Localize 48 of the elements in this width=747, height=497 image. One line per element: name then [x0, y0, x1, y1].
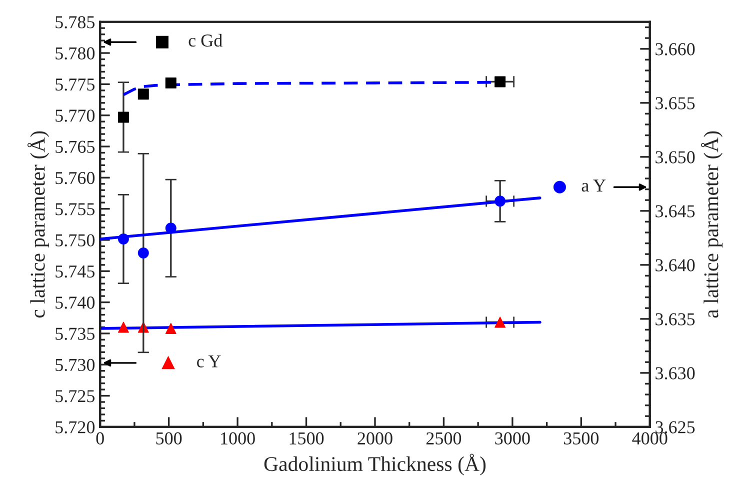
- y-tick-label: 5.750: [56, 234, 95, 246]
- y-tick-label: 5.760: [56, 172, 95, 184]
- x-tick-label: 2000: [358, 432, 392, 444]
- y-tick-label: 5.780: [56, 47, 95, 60]
- point: [118, 322, 129, 333]
- point: [494, 76, 506, 88]
- y2-tick-label: 3.650: [656, 151, 695, 164]
- y2-tick-label: 3.655: [656, 97, 695, 110]
- y-tick-label: 5.765: [56, 140, 95, 154]
- point: [165, 222, 176, 234]
- y-tick-label: 5.740: [56, 296, 95, 309]
- legend-label: c Y: [197, 355, 221, 368]
- point: [138, 88, 149, 100]
- point: [118, 112, 129, 123]
- x-tick-label: 0: [96, 432, 104, 444]
- point: [494, 196, 506, 207]
- x-tick-label: 3500: [564, 432, 599, 444]
- point: [165, 322, 176, 334]
- y2-tick-label: 3.640: [656, 259, 695, 272]
- x-tick-label: 1000: [221, 432, 255, 444]
- y-tick-label: 5.785: [56, 16, 95, 28]
- point: [494, 316, 506, 328]
- y2-axis-title: a lattice parameter (Å): [700, 131, 723, 318]
- y2-tick-label: 3.630: [656, 367, 695, 380]
- point: [138, 248, 149, 259]
- y-tick-label: 5.770: [56, 110, 95, 122]
- x-tick-label: 500: [156, 432, 182, 444]
- y2-tick-label: 3.625: [656, 421, 695, 434]
- point: [118, 233, 129, 244]
- y-tick-label: 5.720: [56, 421, 95, 434]
- y-tick-label: 5.755: [56, 203, 95, 216]
- y2-tick-label: 3.635: [656, 313, 695, 326]
- legend-label: c Gd: [188, 34, 222, 47]
- y-tick-label: 5.725: [56, 390, 95, 402]
- y-tick-label: 5.775: [56, 78, 95, 91]
- x-axis-title: Gadolinium Thickness (Å): [264, 454, 486, 476]
- y-tick-label: 5.730: [56, 358, 95, 372]
- y-tick-label: 5.745: [56, 266, 95, 278]
- x-tick-label: 1500: [290, 432, 324, 444]
- x-tick-label: 2500: [426, 432, 462, 444]
- y2-tick-label: 3.645: [656, 205, 695, 218]
- y-tick-label: 5.735: [56, 328, 95, 340]
- y-axis-title: c lattice parameter (Å): [27, 131, 50, 318]
- point: [165, 77, 176, 88]
- y2-tick-label: 3.660: [656, 43, 695, 56]
- x-tick-label: 3000: [495, 432, 530, 444]
- x-tick-label: 4000: [632, 432, 668, 444]
- legend-label: a Y: [582, 180, 606, 192]
